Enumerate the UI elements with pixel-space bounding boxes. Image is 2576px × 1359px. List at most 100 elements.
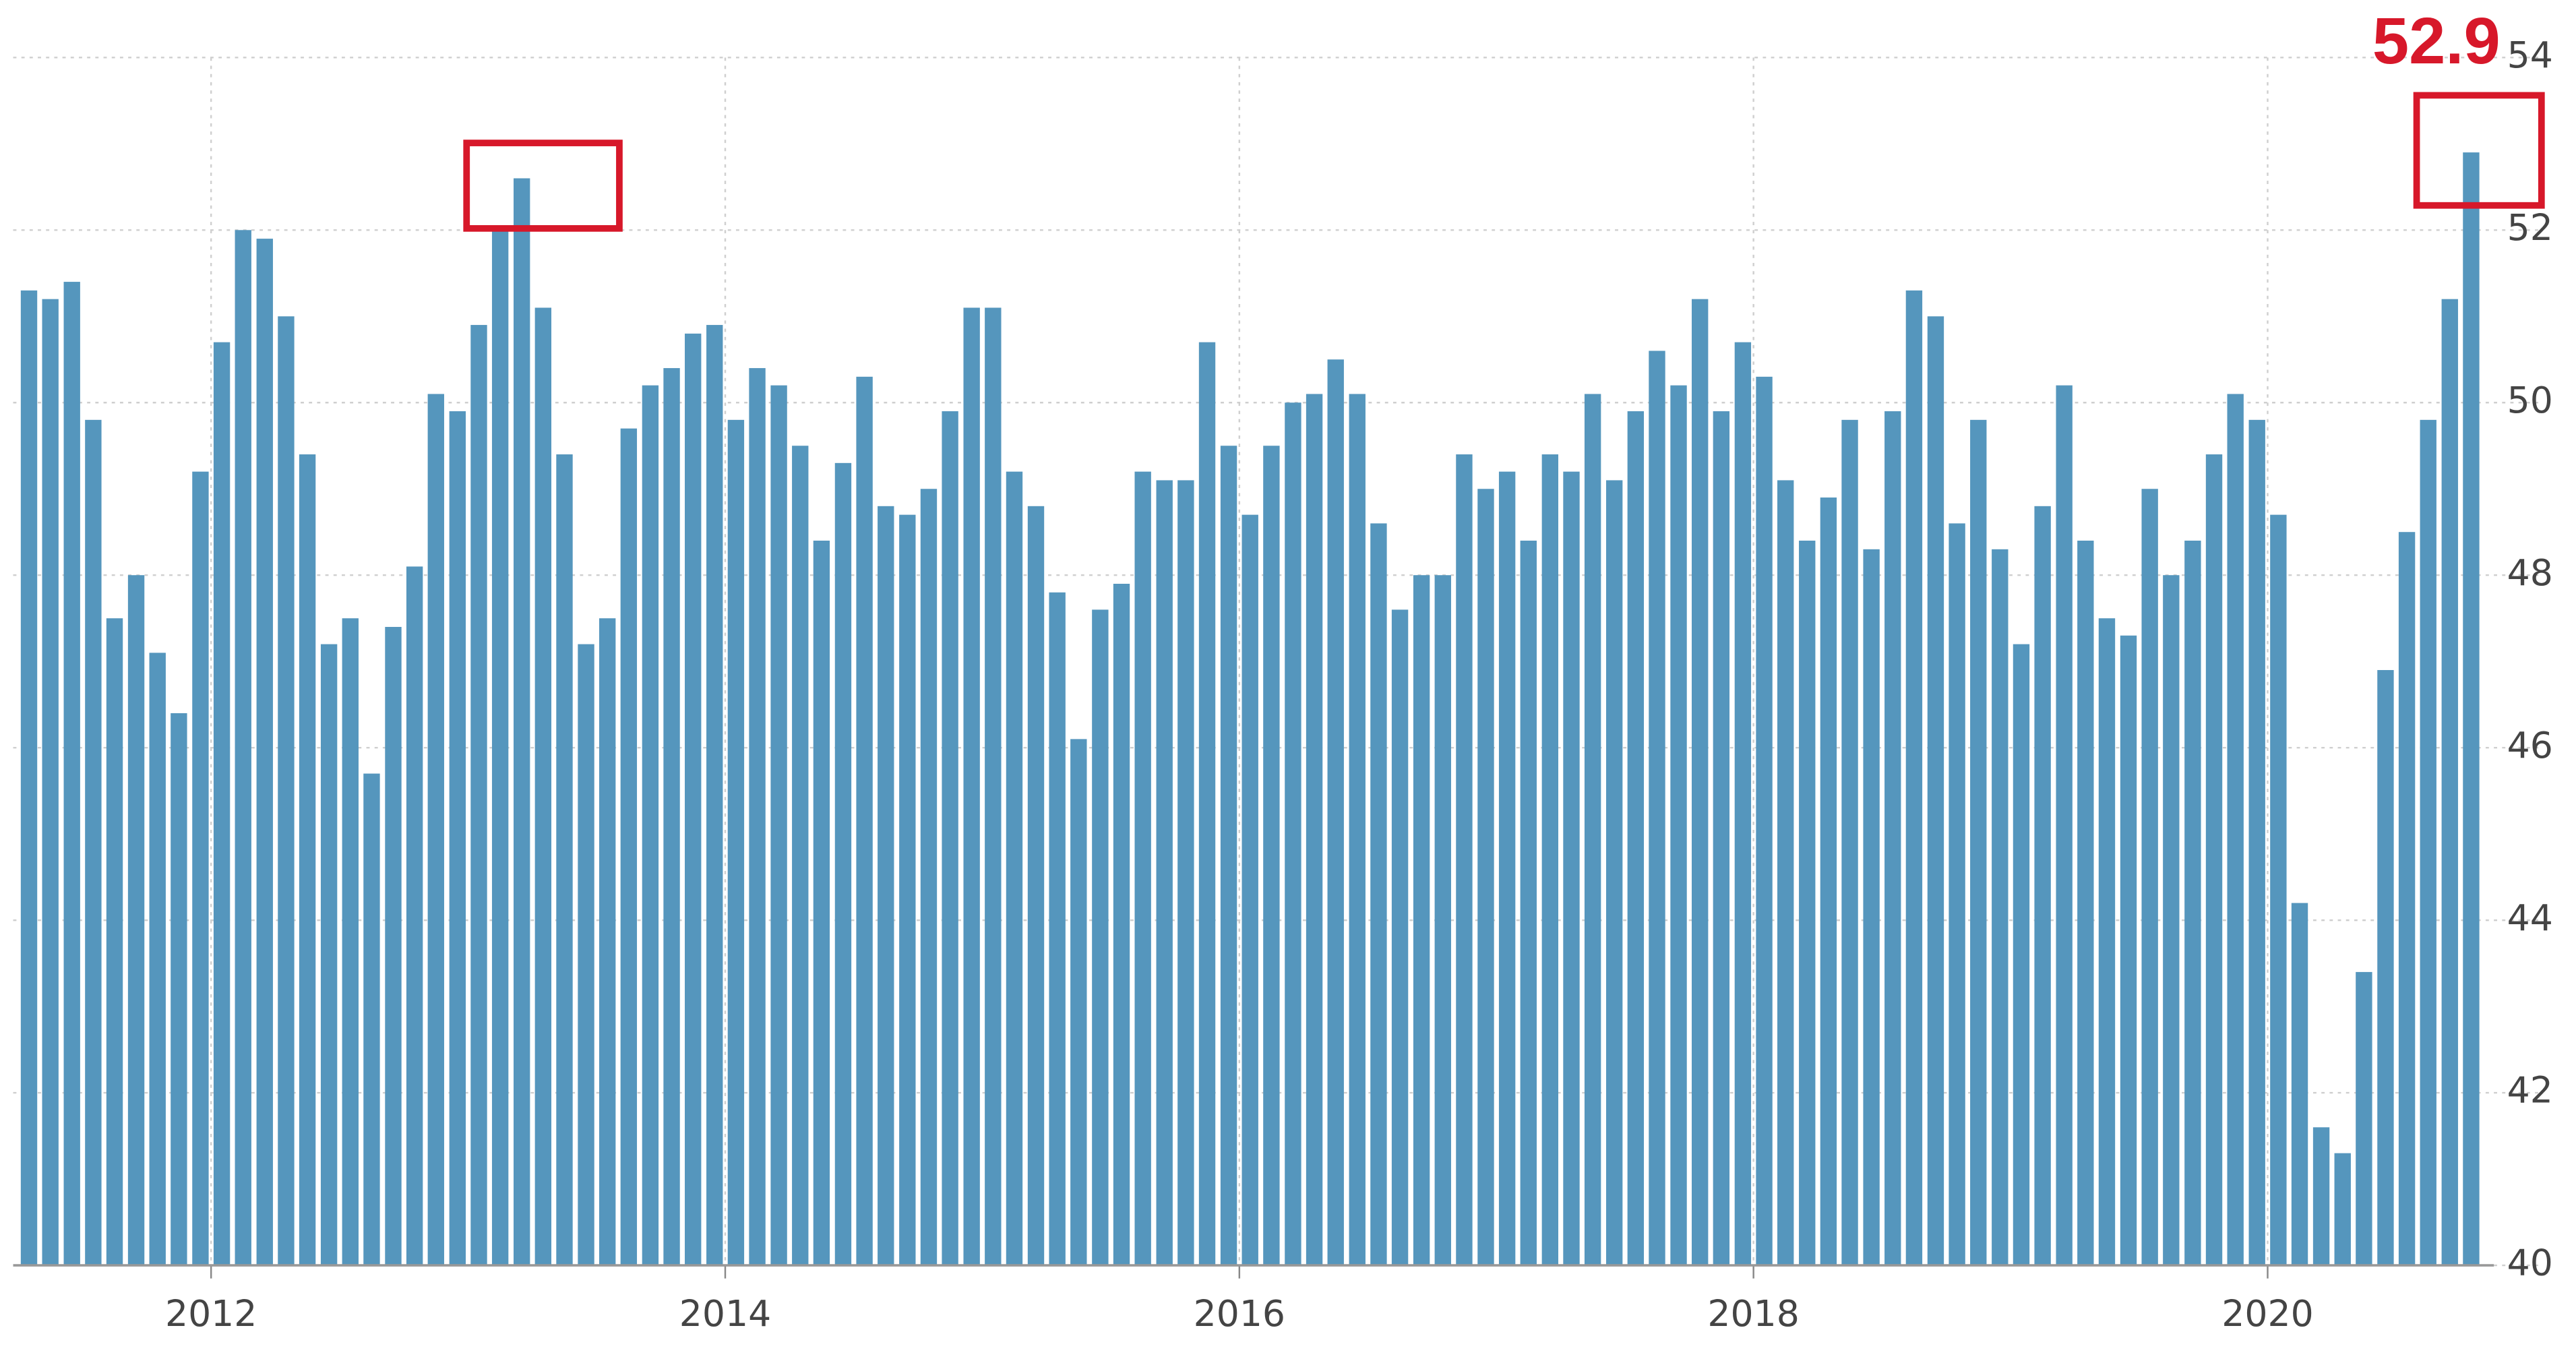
bar — [1413, 575, 1430, 1266]
x-tick-label: 2016 — [1194, 1292, 1285, 1335]
bar — [2463, 152, 2480, 1266]
y-tick-label: 50 — [2507, 379, 2553, 421]
bar — [1241, 514, 1258, 1266]
bar — [127, 575, 145, 1266]
bar — [1734, 342, 1752, 1266]
bar — [556, 454, 573, 1266]
bar — [299, 454, 316, 1266]
bar — [878, 506, 894, 1266]
annotation: 52.9 — [2372, 4, 2501, 78]
bar — [406, 566, 423, 1266]
bar — [1649, 351, 1665, 1266]
bar — [578, 644, 594, 1266]
bar — [1863, 549, 1880, 1266]
bar — [749, 368, 766, 1266]
bar — [20, 290, 38, 1266]
bar — [85, 419, 102, 1266]
bar — [2013, 644, 2030, 1266]
y-tick-label: 52 — [2507, 206, 2553, 249]
bar — [1049, 592, 1066, 1266]
bar — [171, 713, 187, 1266]
bar — [2163, 575, 2180, 1266]
bar — [2334, 1153, 2351, 1266]
bar — [899, 514, 916, 1266]
bar — [963, 307, 980, 1266]
bar — [1756, 376, 1773, 1266]
bar — [1541, 454, 1559, 1266]
x-tick-label: 2018 — [1707, 1292, 1799, 1335]
bar — [1198, 342, 1216, 1266]
bar — [1799, 541, 1816, 1266]
bar — [727, 419, 745, 1266]
bar — [256, 239, 273, 1266]
bar — [278, 316, 295, 1266]
y-tick-label: 48 — [2507, 551, 2553, 594]
bar — [663, 368, 680, 1266]
y-tick-label: 54 — [2507, 34, 2553, 76]
bar — [2312, 1127, 2330, 1266]
bar — [1391, 609, 1409, 1266]
bar — [106, 618, 123, 1266]
bar — [2248, 419, 2265, 1266]
bar — [1220, 446, 1237, 1266]
highlight-box — [2413, 92, 2545, 209]
bar — [1156, 480, 1173, 1266]
bar — [1905, 290, 1923, 1266]
bar — [1477, 489, 1494, 1266]
bar — [1692, 299, 1709, 1266]
bar — [2398, 532, 2416, 1266]
bar — [1456, 454, 1473, 1266]
bar — [63, 282, 80, 1266]
bar — [470, 325, 487, 1266]
bar — [685, 333, 702, 1266]
bar — [2034, 506, 2051, 1266]
bar — [642, 385, 659, 1266]
bar — [213, 342, 231, 1266]
bar — [2120, 635, 2137, 1266]
x-tick-label: 2014 — [679, 1292, 771, 1335]
bar — [920, 489, 938, 1266]
bar — [942, 411, 958, 1266]
bar — [1006, 471, 1023, 1266]
bar — [1841, 419, 1858, 1266]
bar — [2056, 385, 2073, 1266]
bar — [1092, 609, 1109, 1266]
bar — [1927, 316, 1944, 1266]
bar — [2141, 489, 2158, 1266]
y-tick-label: 46 — [2507, 724, 2553, 766]
bar — [2420, 419, 2436, 1266]
bar — [1884, 411, 1901, 1266]
bar — [2077, 541, 2094, 1266]
bar — [1606, 480, 1623, 1266]
bar — [1563, 471, 1580, 1266]
bar — [1970, 419, 1987, 1266]
x-tick-label: 2012 — [165, 1292, 257, 1335]
bar — [2356, 971, 2372, 1266]
bar — [42, 299, 59, 1266]
bar — [1627, 411, 1645, 1266]
bar — [1263, 446, 1280, 1266]
bar — [1370, 523, 1387, 1266]
y-tick-label: 42 — [2507, 1069, 2553, 1112]
bar — [2291, 903, 2308, 1266]
bar — [620, 428, 638, 1266]
bar — [1713, 411, 1730, 1266]
y-tick-label: 44 — [2507, 897, 2553, 939]
bar — [1992, 549, 2008, 1266]
bar — [449, 411, 466, 1266]
bar — [2205, 454, 2223, 1266]
bar — [792, 446, 809, 1266]
bar — [385, 626, 402, 1266]
bar — [192, 471, 209, 1266]
bar — [342, 618, 359, 1266]
bar — [1070, 739, 1087, 1266]
bar — [1306, 394, 1323, 1266]
bar — [1820, 497, 1837, 1266]
bar — [2184, 541, 2201, 1266]
bar — [770, 385, 787, 1266]
bar — [534, 307, 552, 1266]
bar — [1498, 471, 1516, 1266]
bar — [363, 773, 380, 1266]
